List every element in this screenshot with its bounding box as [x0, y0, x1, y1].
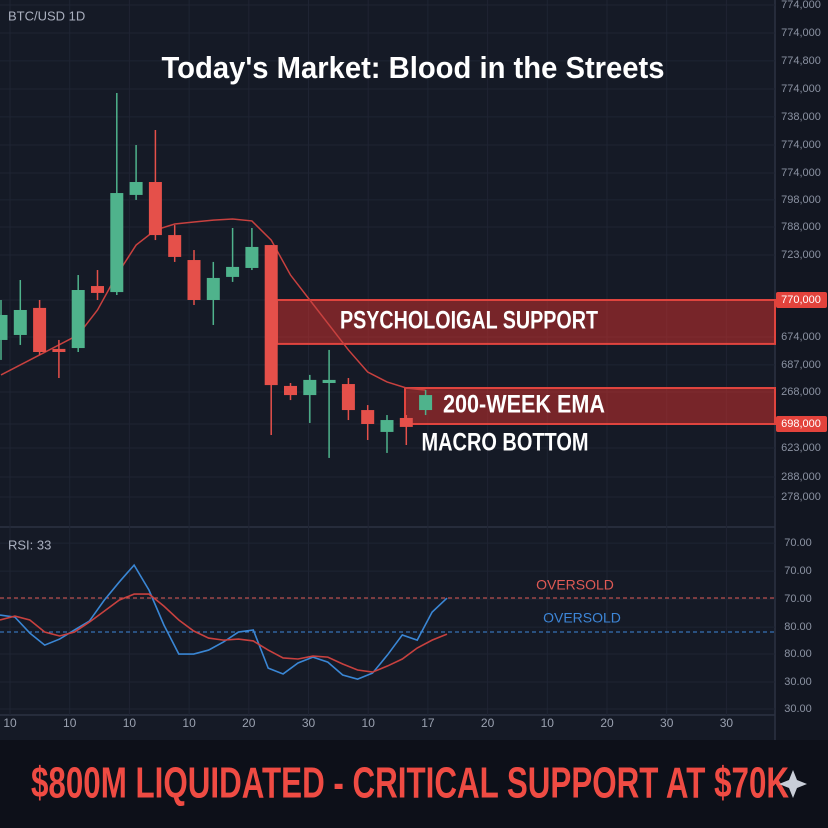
- support-zone: [276, 298, 776, 345]
- price-label-box: [776, 416, 827, 433]
- plot: [0, 92, 776, 680]
- rsi-tick-label: 70.00: [784, 593, 812, 605]
- y-tick-label: 774,000: [781, 27, 821, 39]
- sparkle-icon: [779, 770, 807, 798]
- candle-body: [13, 309, 27, 335]
- x-tick-label: 10: [123, 716, 137, 730]
- rsi-tick-label: 80.00: [784, 621, 812, 633]
- banner-text: $800M LIQUIDATED - CRITICAL SUPPORT AT $…: [31, 759, 789, 808]
- support-zone: [404, 387, 776, 426]
- x-tick-label: 10: [63, 716, 77, 730]
- y-tick-label: 798,000: [781, 194, 821, 206]
- rsi-tick-label: 70.00: [784, 565, 812, 577]
- candle-body: [380, 420, 394, 432]
- candle-body: [110, 193, 124, 293]
- candle-body: [264, 245, 278, 386]
- rsi-tick-label: 80.00: [784, 648, 812, 660]
- y-tick-label: 774,000: [781, 139, 821, 151]
- candle-body: [303, 379, 317, 396]
- x-tick-label: 10: [541, 716, 555, 730]
- price-label-box: [776, 291, 827, 308]
- candle-body: [187, 260, 201, 300]
- candle-body: [33, 307, 47, 353]
- candle-body: [245, 246, 259, 268]
- threshold-label: OVERSOLD: [543, 610, 621, 626]
- candle-body: [361, 410, 375, 425]
- rsi-line: [0, 563, 448, 680]
- y-tick-label: 774,000: [781, 0, 821, 11]
- price-axis-panel: [775, 0, 828, 740]
- y-tick-label: 774,000: [781, 83, 821, 95]
- candle-body: [168, 235, 182, 257]
- rsi-tick-label: 30.00: [784, 676, 812, 688]
- x-tick-label: 30: [660, 716, 674, 730]
- y-tick-label: 788,000: [781, 221, 821, 233]
- candle-body: [226, 266, 240, 277]
- x-tick-label: 20: [481, 716, 495, 730]
- candle-body: [52, 348, 66, 353]
- symbol-label: BTC/USD 1D: [8, 8, 85, 23]
- candle-body: [341, 384, 355, 411]
- y-tick-label: 723,000: [781, 249, 821, 261]
- candle-body: [399, 417, 413, 427]
- y-tick-label: 268,000: [781, 386, 821, 398]
- rsi-tick-label: 70.00: [784, 537, 812, 549]
- candle-body: [322, 379, 336, 384]
- y-tick-label: 674,000: [781, 331, 821, 343]
- candle-body: [206, 277, 220, 300]
- grid: [0, 0, 775, 715]
- y-tick-label: 623,000: [781, 442, 821, 454]
- y-tick-label: 738,000: [781, 111, 821, 123]
- y-tick-label: 770,000: [781, 294, 821, 306]
- chart-title: Today's Market: Blood in the Streets: [162, 50, 665, 85]
- zone-label: 200-WEEK EMA: [443, 391, 605, 419]
- candle-body: [148, 182, 162, 236]
- candle-body: [71, 290, 85, 349]
- x-tick-label: 17: [421, 716, 435, 730]
- x-tick-label: 30: [720, 716, 734, 730]
- y-tick-label: 774,000: [781, 167, 821, 179]
- y-tick-label: 687,000: [781, 359, 821, 371]
- candle-body: [419, 395, 433, 411]
- candle-body: [284, 385, 297, 396]
- x-tick-label: 20: [600, 716, 614, 730]
- rsi-line: [0, 593, 448, 673]
- y-tick-label: 288,000: [781, 471, 821, 483]
- candle-body: [129, 182, 143, 195]
- candle-body: [0, 314, 8, 340]
- banner-background: [0, 740, 828, 828]
- zone-label: PSYCHOLOIGAL SUPPORT: [340, 307, 598, 335]
- annotation: MACRO BOTTOM: [422, 429, 589, 457]
- candle-body: [91, 286, 104, 293]
- y-tick-label: 774,800: [781, 55, 821, 67]
- rsi-label: RSI: 33: [8, 537, 51, 552]
- rsi-tick-label: 30.00: [784, 703, 812, 715]
- x-tick-label: 20: [242, 716, 256, 730]
- y-tick-label: 698,000: [781, 418, 821, 430]
- x-tick-label: 10: [362, 716, 376, 730]
- x-tick-label: 30: [302, 716, 316, 730]
- threshold-label: OVERSOLD: [536, 577, 614, 593]
- x-tick-label: 10: [3, 716, 17, 730]
- y-tick-label: 278,000: [781, 491, 821, 503]
- x-tick-label: 10: [182, 716, 196, 730]
